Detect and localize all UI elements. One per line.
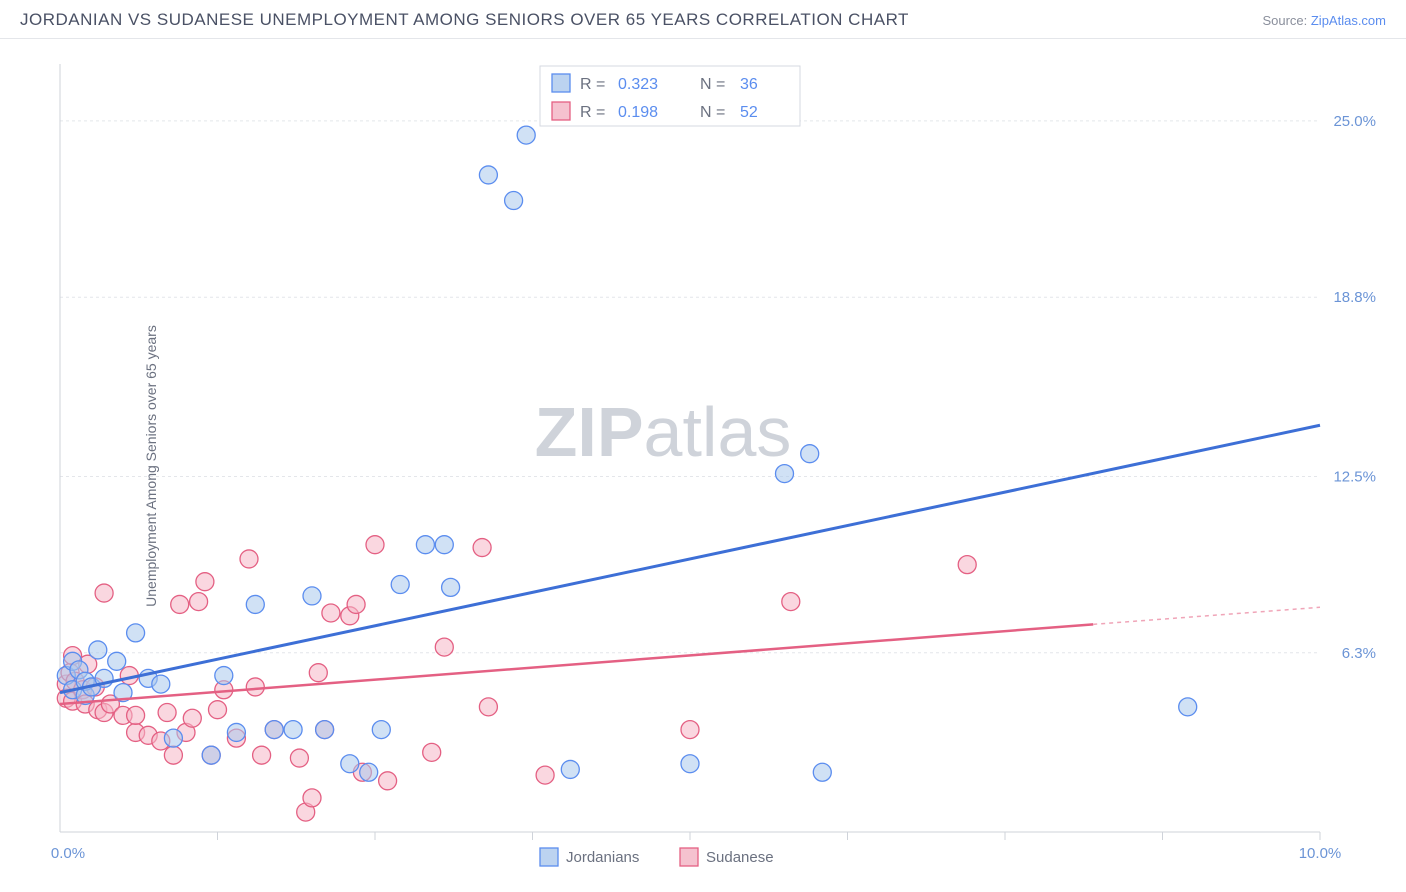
- data-point: [253, 746, 271, 764]
- legend-swatch-pink: [552, 102, 570, 120]
- chart-header: JORDANIAN VS SUDANESE UNEMPLOYMENT AMONG…: [0, 0, 1406, 39]
- data-point: [536, 766, 554, 784]
- source-prefix: Source:: [1262, 13, 1310, 28]
- svg-text:25.0%: 25.0%: [1333, 113, 1376, 130]
- svg-text:0.0%: 0.0%: [51, 845, 85, 862]
- data-point: [127, 706, 145, 724]
- data-point: [284, 721, 302, 739]
- data-point: [303, 587, 321, 605]
- svg-text:0.323: 0.323: [618, 76, 658, 93]
- data-point: [246, 678, 264, 696]
- svg-text:6.3%: 6.3%: [1342, 645, 1376, 662]
- data-point: [158, 704, 176, 722]
- data-point: [95, 584, 113, 602]
- trendline-sudanese-extrapolated: [1093, 607, 1320, 624]
- data-point: [322, 604, 340, 622]
- data-point: [196, 573, 214, 591]
- svg-text:12.5%: 12.5%: [1333, 468, 1376, 485]
- source-link[interactable]: ZipAtlas.com: [1311, 13, 1386, 28]
- svg-text:18.8%: 18.8%: [1333, 289, 1376, 306]
- data-point: [517, 126, 535, 144]
- data-point: [372, 721, 390, 739]
- data-point: [435, 536, 453, 554]
- data-point: [108, 652, 126, 670]
- svg-text:R =: R =: [580, 76, 605, 93]
- data-point: [782, 593, 800, 611]
- svg-text:ZIPatlas: ZIPatlas: [535, 393, 792, 471]
- data-point: [164, 746, 182, 764]
- data-point: [1179, 698, 1197, 716]
- svg-text:52: 52: [740, 104, 758, 121]
- trendline-sudanese: [60, 624, 1093, 704]
- y-axis-label: Unemployment Among Seniors over 65 years: [143, 325, 159, 607]
- data-point: [473, 539, 491, 557]
- data-point: [360, 763, 378, 781]
- data-point: [227, 723, 245, 741]
- legend-swatch-blue: [540, 848, 558, 866]
- legend-label-sudanese: Sudanese: [706, 849, 774, 866]
- data-point: [341, 755, 359, 773]
- data-point: [209, 701, 227, 719]
- correlation-legend: [540, 66, 800, 126]
- data-point: [442, 578, 460, 596]
- data-point: [505, 192, 523, 210]
- svg-text:N =: N =: [700, 104, 725, 121]
- svg-text:0.198: 0.198: [618, 104, 658, 121]
- data-point: [681, 721, 699, 739]
- chart-container: Unemployment Among Seniors over 65 years…: [20, 50, 1386, 882]
- data-point: [776, 465, 794, 483]
- data-point: [89, 641, 107, 659]
- chart-title: JORDANIAN VS SUDANESE UNEMPLOYMENT AMONG…: [20, 10, 909, 30]
- svg-text:10.0%: 10.0%: [1299, 845, 1342, 862]
- data-point: [561, 760, 579, 778]
- data-point: [681, 755, 699, 773]
- legend-swatch-blue: [552, 74, 570, 92]
- data-point: [801, 445, 819, 463]
- data-point: [347, 595, 365, 613]
- data-point: [958, 556, 976, 574]
- svg-text:36: 36: [740, 76, 758, 93]
- data-point: [813, 763, 831, 781]
- data-point: [240, 550, 258, 568]
- source-attribution: Source: ZipAtlas.com: [1262, 13, 1386, 28]
- data-point: [290, 749, 308, 767]
- data-point: [246, 595, 264, 613]
- data-point: [379, 772, 397, 790]
- data-point: [416, 536, 434, 554]
- data-point: [215, 667, 233, 685]
- data-point: [164, 729, 182, 747]
- data-point: [391, 576, 409, 594]
- data-point: [171, 595, 189, 613]
- data-point: [152, 675, 170, 693]
- data-point: [183, 709, 201, 727]
- svg-text:N =: N =: [700, 76, 725, 93]
- data-point: [366, 536, 384, 554]
- data-point: [479, 698, 497, 716]
- scatter-chart: 6.3% 12.5% 18.8% 25.0% ZIPatlas 0.0% 10.0% R = 0…: [20, 50, 1386, 882]
- data-point: [202, 746, 220, 764]
- data-point: [127, 624, 145, 642]
- data-point: [265, 721, 283, 739]
- data-point: [303, 789, 321, 807]
- legend-swatch-pink: [680, 848, 698, 866]
- data-point: [316, 721, 334, 739]
- svg-text:R =: R =: [580, 104, 605, 121]
- legend-label-jordanians: Jordanians: [566, 849, 639, 866]
- data-point: [435, 638, 453, 656]
- data-point: [479, 166, 497, 184]
- data-point: [423, 743, 441, 761]
- data-point: [190, 593, 208, 611]
- data-point: [309, 664, 327, 682]
